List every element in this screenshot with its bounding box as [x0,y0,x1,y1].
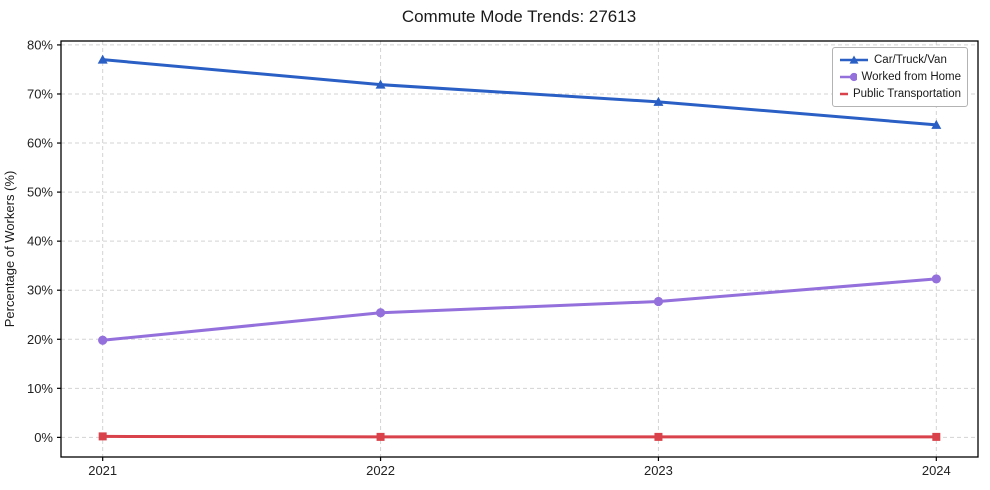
legend-sample-triangle-icon [840,55,868,64]
data-point-worked-from-home [98,335,108,345]
legend-sample-marker [849,72,857,82]
legend-sample-square-icon [840,92,848,96]
legend: Car/Truck/Van Worked from Home Public Tran… [832,47,968,107]
chart-title: Commute Mode Trends: 27613 [402,7,636,26]
y-tick-label: 20% [27,332,53,347]
y-tick-label: 60% [27,136,53,151]
x-tick-label: 2024 [922,463,951,478]
y-tick-label: 40% [27,234,53,249]
y-tick-label: 80% [27,37,53,52]
data-point-public-transportation [932,432,941,441]
x-tick-label: 2021 [88,463,117,478]
data-point-worked-from-home [375,308,386,318]
y-axis-label: Percentage of Workers (%) [2,171,17,328]
series-line-car-truck-van [101,58,938,127]
legend-item-car-truck-van: Car/Truck/Van [839,53,961,67]
legend-label: Worked from Home [861,71,961,83]
y-tick-label: 70% [27,86,53,101]
y-tick-label: 0% [34,430,53,445]
y-tick-label: 30% [27,283,53,298]
y-tick-label: 10% [27,381,53,396]
data-point-car-truck-van [375,79,386,89]
data-point-car-truck-van [97,54,108,64]
data-point-public-transportation [654,432,663,441]
legend-item-worked-from-home: Worked from Home [839,70,961,84]
data-point-car-truck-van [931,119,942,129]
plot-border [60,40,979,458]
y-tick-label: 50% [27,185,53,200]
data-point-worked-from-home [653,296,664,307]
series-line-worked-from-home [101,277,938,342]
data-point-worked-from-home [931,274,941,284]
legend-label: Public Transportation [852,88,961,100]
legend-label: Car/Truck/Van [874,54,947,66]
data-point-car-truck-van [653,96,664,106]
x-tick-label: 2022 [366,463,395,478]
legend-item-public-transportation: Public Transportation [839,87,961,101]
legend-sample-circle-icon [840,72,857,82]
data-point-public-transportation [98,432,107,441]
legend-sample-marker [849,55,859,64]
data-point-public-transportation [376,432,385,441]
x-tick-label: 2023 [644,463,673,478]
